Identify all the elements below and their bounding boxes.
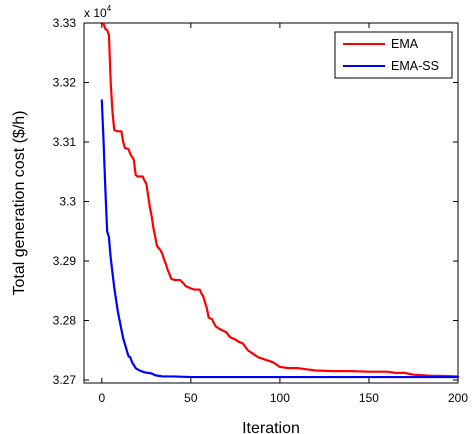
legend-label-ema: EMA <box>391 37 419 51</box>
legend-box <box>334 31 453 79</box>
series-line-ema-ss <box>100 99 460 379</box>
axes-frame <box>83 22 459 384</box>
y-tick-label: 3.27 <box>53 373 77 387</box>
x-tick-label: 200 <box>448 391 468 405</box>
x-tick-label: 50 <box>184 391 198 405</box>
y-tick-label: 3.32 <box>53 76 77 90</box>
x-axis-label: Iteration <box>242 420 300 434</box>
x-tick-label: 0 <box>98 391 105 405</box>
series-line-ema <box>100 21 460 378</box>
y-tick-label: 3.31 <box>53 135 77 149</box>
y-tick-label: 3.28 <box>53 314 77 328</box>
series-layer <box>100 21 460 379</box>
y-multiplier-label: x 104 <box>84 4 112 20</box>
y-tick-label: 3.29 <box>53 254 77 268</box>
y-axis-ticks: 3.27 3.28 3.29 3.3 3.31 3.32 3.33 <box>53 16 458 387</box>
plot-area-border <box>83 22 459 384</box>
y-tick-label: 3.33 <box>53 16 77 30</box>
y-axis-label: Total generation cost ($/h) <box>11 111 28 296</box>
legend: EMA EMA-SS <box>334 31 453 79</box>
y-tick-label: 3.3 <box>59 195 76 209</box>
x-axis-ticks: 0 50 100 150 200 <box>98 23 468 405</box>
x-tick-label: 100 <box>270 391 290 405</box>
x-tick-label: 150 <box>359 391 379 405</box>
legend-label-ema-ss: EMA-SS <box>391 59 439 73</box>
